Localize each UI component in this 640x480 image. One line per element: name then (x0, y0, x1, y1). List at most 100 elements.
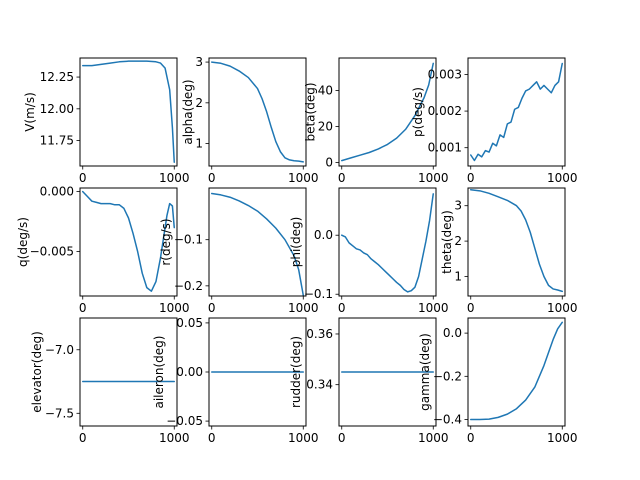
y-tick-label: 20 (318, 119, 333, 133)
y-tick-label: −0.2 (433, 369, 462, 383)
axes-frame (338, 187, 437, 297)
series-line (341, 193, 434, 293)
axes-frame (79, 57, 178, 167)
y-tick-label: −7.0 (45, 343, 74, 357)
plot-area (468, 318, 565, 426)
x-tick-label: 1000 (547, 431, 578, 445)
y-tick-label: 3 (454, 199, 462, 213)
series-line (82, 190, 175, 292)
x-tick-label: 0 (467, 301, 475, 315)
y-tick-label: 0.36 (306, 327, 333, 341)
y-tick-label: 40 (318, 83, 333, 97)
axes-frame (467, 317, 566, 427)
plot-area (339, 188, 436, 296)
series-line (470, 62, 563, 162)
y-axis-label: theta(deg) (440, 210, 454, 274)
series-line (470, 321, 563, 421)
subplot-5: 0 1000 −0.005 0.000 q(deg/s) (16, 185, 190, 315)
x-tick-label: 1000 (288, 431, 319, 445)
y-axis-label: p(deg/s) (411, 87, 425, 137)
y-tick-label: 0.003 (428, 67, 462, 81)
x-tick-label: 0 (467, 431, 475, 445)
y-axis-label: phi(deg) (289, 217, 303, 268)
y-axis-label: aileron(deg) (152, 335, 166, 408)
subplot-1: 0 1000 11.75 12.00 12.25V(m/s) (23, 57, 190, 185)
y-tick-label: 1 (454, 270, 462, 284)
axes-frame (208, 57, 307, 167)
x-tick-label: 0 (467, 171, 475, 185)
axes-frame (79, 187, 178, 297)
plot-area (209, 188, 306, 296)
y-tick-label: −0.1 (174, 233, 203, 247)
x-tick-label: 1000 (159, 171, 190, 185)
y-tick-label: 12.00 (40, 102, 74, 116)
x-tick-label: 1000 (418, 171, 449, 185)
x-tick-label: 0 (79, 431, 87, 445)
y-tick-label: 0.001 (428, 141, 462, 155)
x-tick-label: 1000 (418, 301, 449, 315)
plot-area (468, 58, 565, 166)
x-tick-label: 1000 (288, 171, 319, 185)
y-tick-label: −0.4 (433, 413, 462, 427)
x-tick-label: 0 (338, 431, 346, 445)
x-tick-label: 0 (338, 171, 346, 185)
x-tick-label: 0 (208, 301, 216, 315)
y-axis-label: V(m/s) (23, 92, 37, 132)
series-line (341, 62, 434, 162)
x-tick-label: 1000 (288, 301, 319, 315)
subplot-10: 0 1000 −0.05 0.00 0.05 aileron(deg) (152, 316, 319, 445)
y-tick-label: 0.00 (176, 365, 203, 379)
y-tick-label: 0.0 (443, 326, 462, 340)
axes-frame (208, 187, 307, 297)
y-tick-label: 11.75 (40, 134, 74, 148)
series-line (211, 61, 304, 163)
plot-area (80, 188, 177, 296)
y-tick-label: 0.34 (306, 378, 333, 392)
axes-frame (467, 187, 566, 297)
y-tick-label: 0.05 (176, 316, 203, 330)
y-tick-label: −0.05 (166, 414, 203, 428)
y-tick-label: −0.1 (304, 287, 333, 301)
y-tick-label: −0.005 (30, 245, 74, 259)
y-axis-label: gamma(deg) (418, 333, 432, 411)
x-tick-label: 0 (79, 171, 87, 185)
y-tick-label: 2 (195, 96, 203, 110)
y-tick-label: 3 (195, 55, 203, 69)
y-axis-label: rudder(deg) (289, 336, 303, 408)
y-axis-label: beta(deg) (304, 82, 318, 141)
series-line (211, 192, 304, 296)
y-tick-label: 1 (195, 137, 203, 151)
y-axis-label: elevator(deg) (30, 331, 44, 413)
subplot-6: 0 1000 −0.2 −0.1r(deg/s) (159, 187, 319, 315)
plot-area (209, 58, 306, 166)
y-tick-label: 0.0 (314, 228, 333, 242)
axes-frame (338, 57, 437, 167)
axes-frame (338, 317, 437, 427)
x-tick-label: 1000 (418, 431, 449, 445)
series-line (82, 60, 175, 163)
y-axis-label: q(deg/s) (16, 217, 30, 267)
x-tick-label: 1000 (547, 301, 578, 315)
y-axis-label: r(deg/s) (159, 218, 173, 265)
x-tick-label: 0 (338, 301, 346, 315)
y-tick-label: 12.25 (40, 70, 74, 84)
subplot-12: 0 1000 −0.4 −0.2 0.0 gamma(deg) (418, 317, 578, 445)
y-tick-label: −0.2 (174, 279, 203, 293)
y-tick-label: 0.000 (40, 185, 74, 199)
x-tick-label: 0 (208, 171, 216, 185)
plot-area (468, 188, 565, 296)
y-axis-label: alpha(deg) (181, 79, 195, 144)
axes-frame (79, 317, 178, 427)
x-tick-label: 1000 (547, 171, 578, 185)
x-tick-label: 0 (79, 301, 87, 315)
axes-frame (467, 57, 566, 167)
plot-area (80, 58, 177, 166)
x-tick-label: 0 (208, 431, 216, 445)
